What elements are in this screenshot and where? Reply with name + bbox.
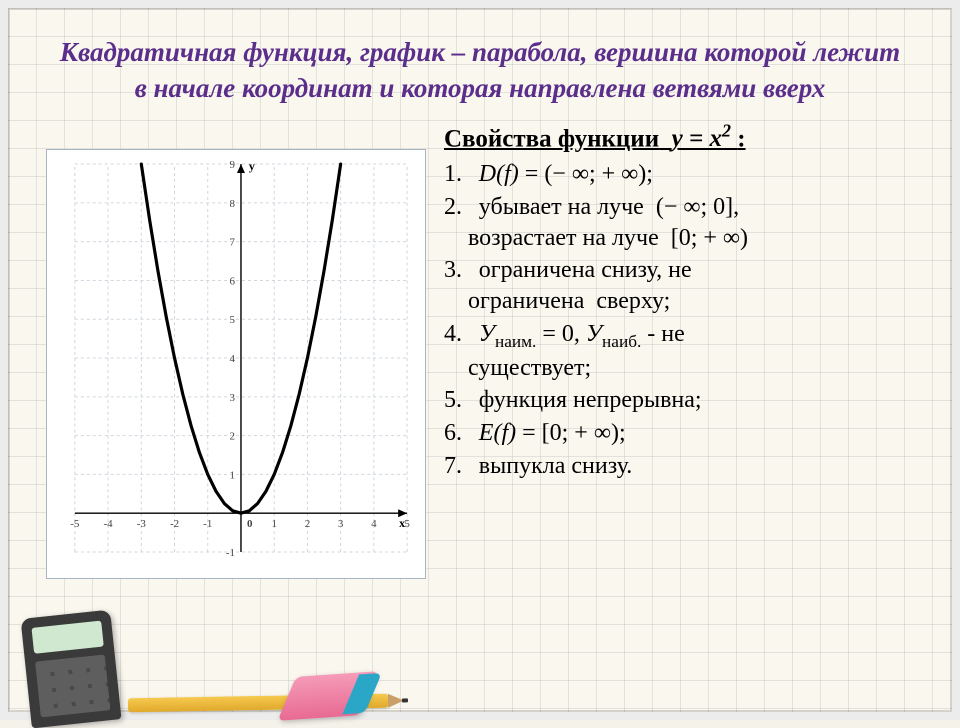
svg-text:-1: -1 [203,518,212,530]
parabola-chart: xy-5-4-3-2-112345-11234567890 [46,149,426,579]
slide-title: Квадратичная функция, график – парабола,… [46,34,914,107]
properties-heading-prefix: Свойства функции [444,125,659,152]
svg-text:2: 2 [230,430,235,442]
property-item: 4. Унаим. = 0, Унаиб. - не существует; [444,319,914,384]
property-item: 1. D(f) = (− ∞; + ∞); [444,159,914,190]
slide-content: Квадратичная функция, график – парабола,… [8,8,952,712]
svg-text:4: 4 [230,353,236,365]
svg-text:6: 6 [230,275,236,287]
svg-text:8: 8 [230,198,236,210]
svg-text:9: 9 [230,159,236,171]
svg-text:y: y [249,159,255,173]
properties-heading: Свойства функции y = x2 : [444,121,914,153]
properties-heading-suffix: : [737,125,745,152]
property-item: 6. E(f) = [0; + ∞); [444,418,914,449]
svg-text:-4: -4 [104,518,114,530]
properties-heading-formula: y = x2 [672,125,731,152]
property-item: 3. ограничена снизу, не ограничена сверх… [444,255,914,316]
svg-text:3: 3 [230,392,236,404]
svg-text:0: 0 [247,518,253,530]
svg-text:-3: -3 [137,518,147,530]
svg-text:3: 3 [338,518,344,530]
svg-text:1: 1 [271,518,276,530]
svg-text:-2: -2 [170,518,179,530]
property-item: 2. убывает на луче (− ∞; 0], возрастает … [444,192,914,253]
two-column-layout: xy-5-4-3-2-112345-11234567890 Свойства ф… [46,121,914,584]
svg-text:5: 5 [230,314,236,326]
svg-text:-5: -5 [70,518,80,530]
svg-text:2: 2 [305,518,310,530]
svg-text:5: 5 [404,518,410,530]
chart-container: xy-5-4-3-2-112345-11234567890 [46,149,426,584]
properties-list: 1. D(f) = (− ∞; + ∞);2. убывает на луче … [444,159,914,481]
svg-text:1: 1 [230,469,235,481]
svg-text:4: 4 [371,518,377,530]
properties-panel: Свойства функции y = x2 : 1. D(f) = (− ∞… [444,121,914,584]
svg-text:7: 7 [230,237,236,249]
property-item: 5. функция непрерывна; [444,385,914,416]
property-item: 7. выпукла снизу. [444,451,914,482]
slide-background: Квадратичная функция, график – парабола,… [0,0,960,720]
svg-text:-1: -1 [226,547,235,559]
